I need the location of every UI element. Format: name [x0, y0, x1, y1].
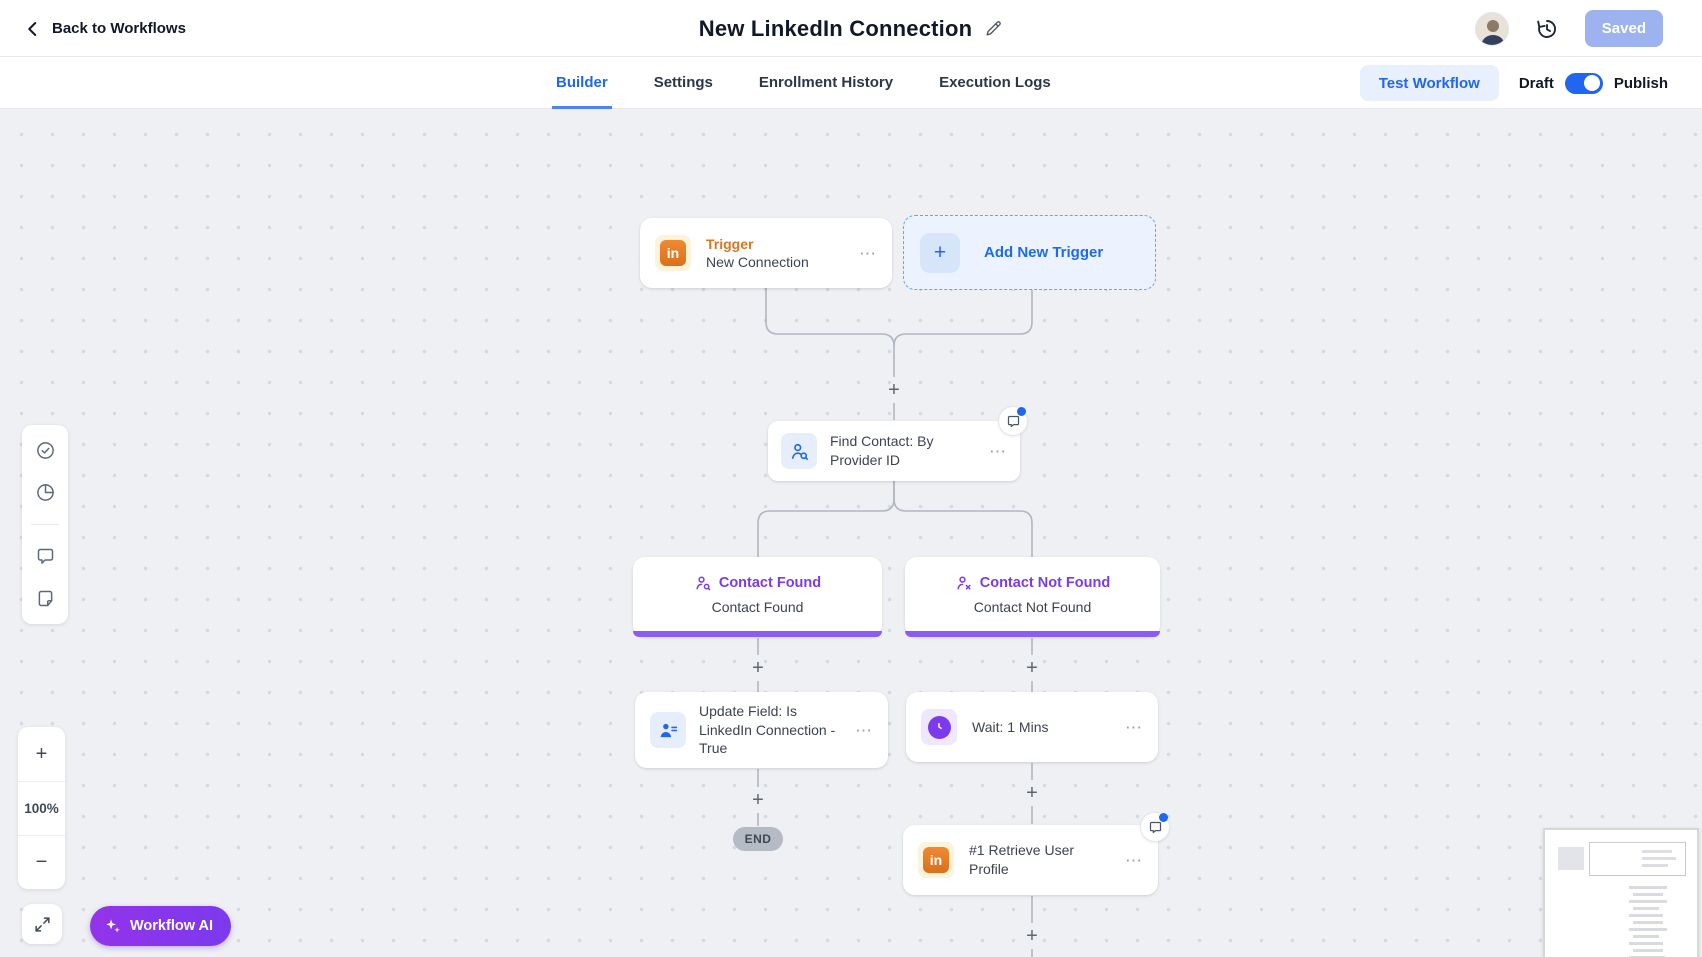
- workflow-ai-button[interactable]: Workflow AI: [90, 906, 231, 946]
- fit-view-button[interactable]: [22, 904, 62, 944]
- comment-icon: [1149, 821, 1161, 833]
- minimap-viewport[interactable]: [1589, 842, 1686, 876]
- comment-icon: [1007, 415, 1019, 427]
- publish-label: Publish: [1613, 74, 1668, 92]
- add-step-plus[interactable]: +: [1026, 782, 1038, 804]
- node-menu-icon[interactable]: ⋯: [1125, 850, 1143, 870]
- end-badge: END: [733, 827, 783, 851]
- test-workflow-button[interactable]: Test Workflow: [1359, 65, 1499, 101]
- user-avatar[interactable]: [1474, 11, 1509, 46]
- contact-found-branch[interactable]: Contact Found Contact Found: [633, 557, 882, 637]
- tab-actions: Test Workflow Draft Publish: [1359, 57, 1668, 109]
- expand-icon: [34, 916, 50, 932]
- plus-icon: +: [920, 232, 960, 273]
- workflow-title-wrap: New LinkedIn Connection: [0, 0, 1702, 57]
- check-circle-icon[interactable]: [35, 440, 56, 461]
- minimap-node: [1558, 847, 1584, 870]
- find-contact-label: Find Contact: By Provider ID: [830, 433, 934, 468]
- comment-badge[interactable]: [1140, 812, 1170, 842]
- add-new-trigger-label: Add New Trigger: [984, 244, 1104, 261]
- update-field-node[interactable]: Update Field: Is LinkedIn Connection - T…: [635, 692, 888, 768]
- rail-divider: [31, 524, 59, 525]
- notes-icon[interactable]: [35, 588, 56, 609]
- chevron-left-icon: [28, 21, 37, 36]
- sparkles-icon: [106, 918, 120, 932]
- node-menu-icon[interactable]: ⋯: [859, 243, 877, 263]
- add-step-plus[interactable]: +: [888, 379, 900, 401]
- tab-enrollment-history[interactable]: Enrollment History: [758, 74, 894, 91]
- tab-execution-logs[interactable]: Execution Logs: [939, 74, 1051, 91]
- find-contact-node[interactable]: Find Contact: By Provider ID ⋯: [768, 421, 1020, 481]
- trigger-name: New Connection: [706, 254, 809, 270]
- retrieve-user-profile-node[interactable]: in #1 Retrieve User Profile ⋯: [903, 825, 1158, 895]
- edit-title-icon[interactable]: [984, 19, 1003, 38]
- minimap[interactable]: [1543, 828, 1699, 957]
- back-to-workflows-button[interactable]: Back to Workflows: [24, 0, 186, 57]
- trigger-node[interactable]: in Trigger New Connection ⋯: [640, 218, 892, 288]
- workflow-title: New LinkedIn Connection: [698, 15, 973, 41]
- retrieve-label: #1 Retrieve User Profile: [969, 842, 1075, 877]
- add-step-plus[interactable]: +: [1026, 925, 1038, 947]
- person-search-icon: [781, 433, 817, 469]
- comment-tool-icon[interactable]: [35, 546, 56, 567]
- top-header: Back to Workflows New LinkedIn Connectio…: [0, 0, 1702, 57]
- canvas-tool-rail: [22, 425, 68, 624]
- node-menu-icon[interactable]: ⋯: [989, 441, 1007, 461]
- notification-dot: [1017, 407, 1026, 416]
- tab-settings[interactable]: Settings: [653, 74, 713, 91]
- branch-subtitle: Contact Not Found: [973, 598, 1092, 615]
- add-new-trigger-button[interactable]: + Add New Trigger: [903, 215, 1156, 290]
- header-right-cluster: Saved: [1474, 0, 1663, 57]
- contact-details-icon: [650, 712, 686, 748]
- tab-bar: Builder Settings Enrollment History Exec…: [0, 57, 1702, 109]
- workflow-ai-label: Workflow AI: [130, 918, 213, 934]
- zoom-out-button[interactable]: −: [18, 835, 65, 889]
- wait-clock-icon: [921, 709, 957, 745]
- trigger-category: Trigger: [706, 235, 754, 252]
- saved-button[interactable]: Saved: [1584, 10, 1663, 47]
- version-history-icon[interactable]: [1535, 17, 1559, 41]
- add-step-plus[interactable]: +: [752, 789, 764, 811]
- draft-label: Draft: [1518, 74, 1554, 92]
- node-menu-icon[interactable]: ⋯: [855, 720, 873, 740]
- draft-publish-toggle-group: Draft Publish: [1518, 72, 1668, 94]
- person-search-icon: [696, 575, 711, 590]
- linkedin-icon: in: [655, 235, 691, 271]
- zoom-panel: + 100% −: [18, 727, 65, 889]
- notification-dot: [1159, 813, 1168, 822]
- person-x-icon: [957, 575, 971, 590]
- back-label: Back to Workflows: [52, 20, 186, 37]
- zoom-in-button[interactable]: +: [35, 742, 48, 765]
- node-menu-icon[interactable]: ⋯: [1125, 717, 1143, 737]
- pie-chart-icon[interactable]: [35, 482, 56, 503]
- branch-title: Contact Found: [718, 574, 822, 591]
- add-step-plus[interactable]: +: [1026, 657, 1038, 679]
- add-step-plus[interactable]: +: [752, 657, 764, 679]
- toggle-knob: [1584, 75, 1601, 91]
- wait-label: Wait: 1 Mins: [972, 718, 1049, 735]
- publish-toggle[interactable]: [1564, 72, 1603, 94]
- wait-node[interactable]: Wait: 1 Mins ⋯: [906, 692, 1158, 762]
- workflow-canvas[interactable]: + + + + + + in Trigger New Connection ⋯ …: [0, 109, 1702, 957]
- tabs: Builder Settings Enrollment History Exec…: [552, 57, 1055, 109]
- zoom-level: 100%: [18, 781, 65, 835]
- branch-title: Contact Not Found: [979, 574, 1111, 591]
- contact-not-found-branch[interactable]: Contact Not Found Contact Not Found: [905, 557, 1160, 637]
- linkedin-icon: in: [918, 842, 954, 878]
- tab-builder[interactable]: Builder: [552, 57, 612, 109]
- update-field-label: Update Field: Is LinkedIn Connection - T…: [699, 702, 836, 757]
- branch-subtitle: Contact Found: [711, 598, 804, 615]
- connector-lines: [757, 288, 1033, 957]
- comment-badge[interactable]: [998, 406, 1028, 436]
